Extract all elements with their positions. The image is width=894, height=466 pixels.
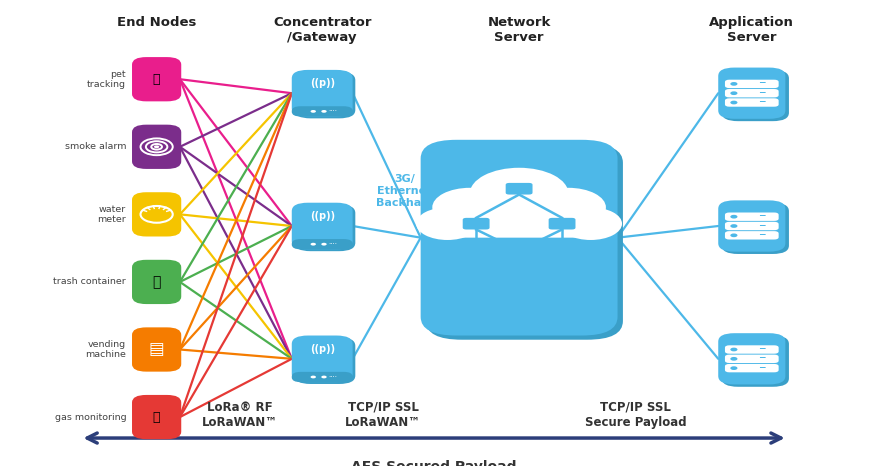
FancyBboxPatch shape xyxy=(721,203,789,254)
FancyBboxPatch shape xyxy=(724,89,778,97)
FancyBboxPatch shape xyxy=(294,72,355,118)
Circle shape xyxy=(321,110,326,113)
FancyBboxPatch shape xyxy=(440,210,597,238)
FancyBboxPatch shape xyxy=(291,239,352,249)
Circle shape xyxy=(416,207,478,240)
FancyBboxPatch shape xyxy=(724,80,778,88)
FancyBboxPatch shape xyxy=(548,218,575,229)
FancyBboxPatch shape xyxy=(724,222,778,230)
Text: smoke alarm: smoke alarm xyxy=(64,142,126,151)
Circle shape xyxy=(730,91,737,95)
Circle shape xyxy=(559,207,621,240)
FancyBboxPatch shape xyxy=(426,144,622,340)
FancyBboxPatch shape xyxy=(505,251,532,262)
FancyBboxPatch shape xyxy=(724,212,778,221)
Text: ((p)): ((p)) xyxy=(309,343,334,354)
FancyBboxPatch shape xyxy=(717,333,785,384)
Circle shape xyxy=(730,215,737,219)
Text: 3G/
Ethernet
Backhaul: 3G/ Ethernet Backhaul xyxy=(375,174,433,208)
Text: gas monitoring: gas monitoring xyxy=(55,412,126,422)
Circle shape xyxy=(730,224,737,228)
Text: ━━: ━━ xyxy=(758,356,765,361)
Circle shape xyxy=(154,145,159,148)
Text: trash container: trash container xyxy=(54,277,126,287)
FancyBboxPatch shape xyxy=(717,68,785,119)
FancyBboxPatch shape xyxy=(132,192,181,236)
Text: ━━: ━━ xyxy=(758,82,765,86)
Text: ━━: ━━ xyxy=(758,233,765,238)
FancyBboxPatch shape xyxy=(721,70,789,121)
Text: vending
machine: vending machine xyxy=(85,340,126,359)
FancyBboxPatch shape xyxy=(548,251,575,262)
FancyBboxPatch shape xyxy=(724,355,778,363)
Text: ━━: ━━ xyxy=(758,366,765,370)
Circle shape xyxy=(432,188,507,227)
FancyBboxPatch shape xyxy=(132,395,181,439)
FancyBboxPatch shape xyxy=(132,57,181,102)
Circle shape xyxy=(730,101,737,104)
Text: TCP/IP SSL
Secure Payload: TCP/IP SSL Secure Payload xyxy=(584,401,686,429)
Circle shape xyxy=(730,348,737,351)
Circle shape xyxy=(730,82,737,86)
FancyBboxPatch shape xyxy=(717,200,785,252)
FancyBboxPatch shape xyxy=(291,372,352,382)
Text: AES Secured Payload: AES Secured Payload xyxy=(351,460,516,466)
Text: End Nodes: End Nodes xyxy=(117,16,196,29)
Text: ▤: ▤ xyxy=(148,341,164,358)
Circle shape xyxy=(310,110,316,113)
Text: ((p)): ((p)) xyxy=(309,78,334,88)
Text: ····: ···· xyxy=(328,241,337,247)
Text: pet
tracking: pet tracking xyxy=(87,69,126,89)
Text: ((p)): ((p)) xyxy=(309,211,334,221)
Text: Concentrator
/Gateway: Concentrator /Gateway xyxy=(273,16,371,44)
Text: LoRa® RF
LoRaWAN™: LoRa® RF LoRaWAN™ xyxy=(201,401,277,429)
Circle shape xyxy=(730,366,737,370)
Circle shape xyxy=(730,357,737,361)
Text: 🗑: 🗑 xyxy=(152,275,161,289)
Circle shape xyxy=(530,188,605,227)
Text: water
meter: water meter xyxy=(97,205,126,224)
Text: ····: ···· xyxy=(328,109,337,114)
Text: 🧯: 🧯 xyxy=(153,411,160,424)
Circle shape xyxy=(730,233,737,237)
FancyBboxPatch shape xyxy=(420,140,617,336)
FancyBboxPatch shape xyxy=(462,218,489,229)
FancyBboxPatch shape xyxy=(291,106,352,116)
FancyBboxPatch shape xyxy=(294,205,355,251)
Text: 🐾: 🐾 xyxy=(153,73,160,86)
Text: ━━: ━━ xyxy=(758,224,765,228)
FancyBboxPatch shape xyxy=(132,124,181,169)
FancyBboxPatch shape xyxy=(462,251,489,262)
Circle shape xyxy=(469,168,568,219)
Circle shape xyxy=(310,243,316,246)
FancyBboxPatch shape xyxy=(724,231,778,240)
FancyBboxPatch shape xyxy=(724,345,778,354)
Text: ····: ···· xyxy=(328,374,337,380)
FancyBboxPatch shape xyxy=(724,98,778,107)
FancyBboxPatch shape xyxy=(291,70,352,116)
FancyBboxPatch shape xyxy=(132,260,181,304)
Text: ━━: ━━ xyxy=(758,91,765,96)
Text: TCP/IP SSL
LoRaWAN™: TCP/IP SSL LoRaWAN™ xyxy=(345,401,420,429)
Text: ━━: ━━ xyxy=(758,214,765,219)
FancyBboxPatch shape xyxy=(724,364,778,372)
Text: ━━: ━━ xyxy=(758,347,765,352)
Circle shape xyxy=(321,243,326,246)
Circle shape xyxy=(310,376,316,378)
Circle shape xyxy=(321,376,326,378)
Text: Network
Server: Network Server xyxy=(487,16,550,44)
FancyBboxPatch shape xyxy=(291,203,352,249)
FancyBboxPatch shape xyxy=(132,327,181,372)
FancyBboxPatch shape xyxy=(505,183,532,195)
Text: Application
Server: Application Server xyxy=(709,16,793,44)
FancyBboxPatch shape xyxy=(294,337,355,384)
FancyBboxPatch shape xyxy=(291,336,352,382)
FancyBboxPatch shape xyxy=(721,336,789,387)
Text: ━━: ━━ xyxy=(758,100,765,105)
